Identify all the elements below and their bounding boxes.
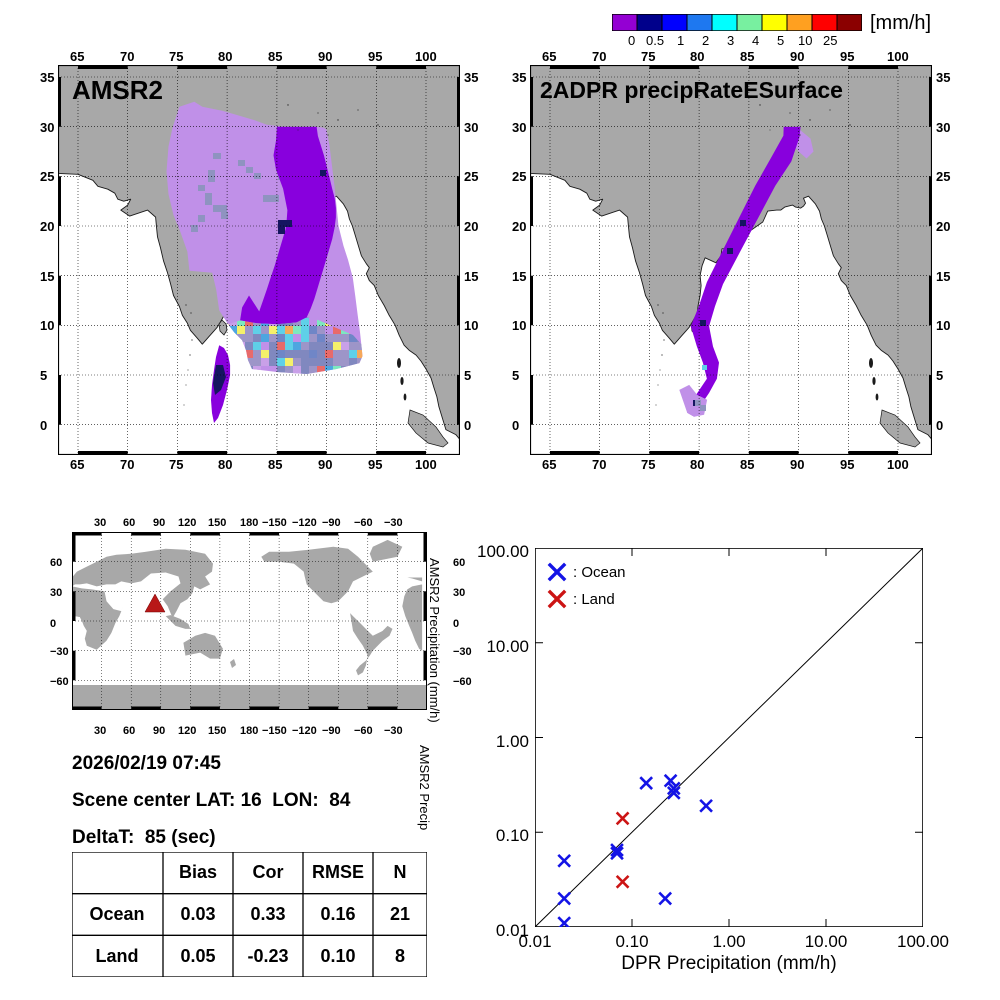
svg-text:: Land: : Land (573, 591, 615, 608)
svg-text:: Ocean: : Ocean (573, 564, 626, 581)
